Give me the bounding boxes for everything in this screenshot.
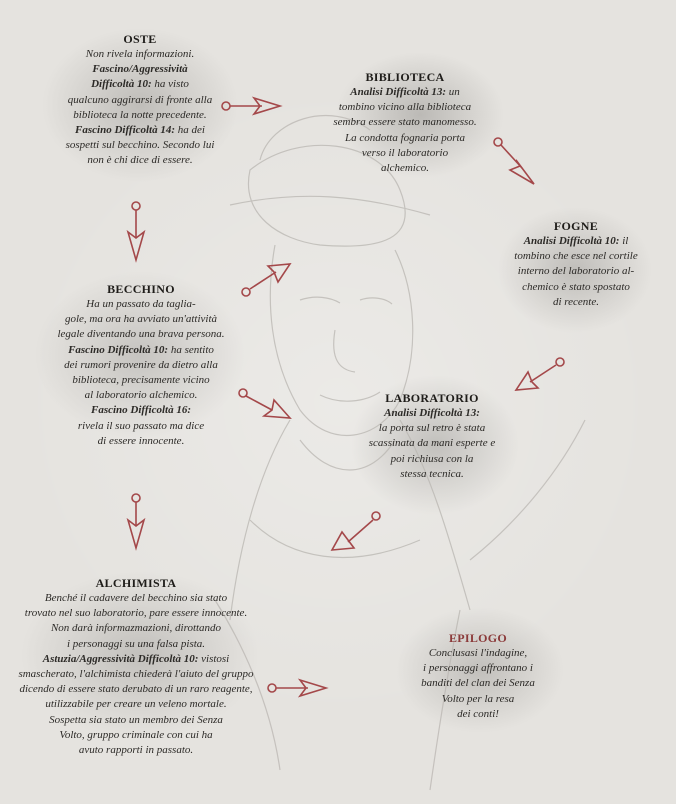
card-text: avuto rapporti in passato. (78, 744, 194, 757)
card-text: Difficoltà 10: ha visto (91, 78, 189, 91)
card-text: Fascino Difficoltà 16: (90, 404, 191, 417)
card-text: Analisi Difficoltà 13: un (350, 86, 460, 98)
card-text: dei rumori provenire da dietro alla (64, 358, 218, 371)
card-becchino: BECCHINO Ha un passato da taglia- gole, … (36, 281, 246, 449)
card-text: la porta sul retro è stata (378, 422, 486, 435)
card-text: Analisi Difficoltà 10: il (523, 235, 629, 247)
arrow-laboratorio-to-alchimista (330, 511, 381, 551)
card-text: sembra essere stato manomesso. (333, 116, 477, 129)
card-text: i personaggi su una falsa pista. (66, 637, 206, 650)
card-text: biblioteca la notte precedente. (73, 108, 207, 121)
card-text: chemico è stato spostato (522, 280, 630, 293)
arrow-fogne-to-laboratorio (514, 357, 565, 391)
card-title: ALCHIMISTA (95, 576, 177, 590)
card-text: Conclusasi l'indagine, (428, 647, 528, 659)
card-text: utilizzabile per creare un veleno mortal… (45, 698, 227, 711)
card-title: BECCHINO (107, 282, 175, 296)
card-text: non è chi dice di essere. (87, 154, 193, 167)
card-text: Ha un passato da taglia- (86, 298, 196, 310)
arrow-biblioteca-to-fogne (493, 137, 535, 185)
card-text: Sospetta sia stato un membro dei Senza (49, 713, 223, 726)
card-text: di essere innocente. (97, 434, 185, 447)
card-epilogo: EPILOGO Conclusasi l'indagine, i persona… (400, 630, 556, 722)
card-text: Fascino/Aggressività (92, 63, 188, 76)
card-text: legale diventando una brava persona. (57, 328, 225, 341)
card-text: qualcuno aggirarsi di fronte alla (67, 93, 213, 106)
card-title: EPILOGO (448, 631, 508, 645)
arrow-oste-to-biblioteca (221, 96, 283, 116)
card-text: Fascino Difficoltà 10: ha sentito (68, 343, 214, 356)
card-text: stessa tecnica. (400, 467, 464, 480)
card-text: Fascino Difficoltà 14: ha dei (75, 124, 205, 137)
card-text: rivela il suo passato ma dice (77, 419, 205, 432)
card-text: Astuzia/Aggressività Difficoltà 10: vist… (42, 652, 230, 665)
card-text: gole, ma ora ha avviato un'attività (64, 313, 218, 326)
card-title: OSTE (123, 32, 157, 46)
card-title: BIBLIOTECA (365, 70, 445, 84)
card-text: banditi del clan dei Senza (421, 677, 535, 690)
card-text: Non rivela informazioni. (85, 48, 195, 60)
card-text: tombino vicino alla biblioteca (338, 101, 472, 114)
card-text: verso il laboratorio (361, 146, 449, 159)
card-text: al laboratorio alchemico. (84, 389, 198, 402)
card-biblioteca: BIBLIOTECA Analisi Difficoltà 13: un tom… (305, 69, 505, 176)
card-alchimista: ALCHIMISTA Benché il cadavere del becchi… (4, 575, 268, 758)
card-oste: OSTE Non rivela informazioni. Fascino/Ag… (40, 31, 240, 169)
card-text: di recente. (552, 295, 599, 308)
card-laboratorio: LABORATORIO Analisi Difficoltà 13: la po… (332, 390, 532, 482)
card-text: sospetti sul becchino. Secondo lui (65, 139, 215, 152)
card-text: alchemico. (381, 162, 429, 175)
card-text: trovato nel suo laboratorio, pare essere… (24, 607, 248, 620)
card-title: FOGNE (553, 219, 599, 233)
card-title: LABORATORIO (385, 391, 479, 405)
card-text: interno del laboratorio al- (517, 265, 635, 278)
card-text: biblioteca, precisamente vicino (72, 374, 210, 387)
card-text: scassinata da mani esperte e (368, 437, 496, 450)
card-text: dicendo di essere stato derubato di un r… (19, 683, 253, 696)
card-text: tombino che esce nel cortile (514, 250, 638, 263)
card-text: Analisi Difficoltà 13: (384, 407, 480, 419)
arrow-becchino-to-alchimista (126, 493, 146, 551)
arrow-alchimista-to-epilogo (267, 678, 329, 698)
card-text: smascherato, l'alchimista chiederà l'aiu… (18, 668, 254, 681)
card-text: dei conti! (457, 707, 499, 720)
card-text: i personaggi affrontano i (423, 662, 533, 675)
arrow-becchino-to-laboratorio (238, 388, 292, 419)
arrow-becchino-to-biblioteca (241, 263, 292, 297)
card-fogne: FOGNE Analisi Difficoltà 10: il tombino … (488, 218, 664, 310)
card-text: poi richiusa con la (390, 452, 474, 465)
card-text: Benché il cadavere del becchino sia stat… (44, 592, 228, 604)
card-text: Volto, gruppo criminale con cui ha (59, 728, 213, 741)
card-text: La condotta fognaria porta (344, 131, 466, 144)
card-text: Non darà informazmazioni, dirottando (50, 622, 222, 635)
arrow-oste-to-becchino (126, 201, 146, 263)
card-text: Volto per la resa (441, 692, 515, 705)
